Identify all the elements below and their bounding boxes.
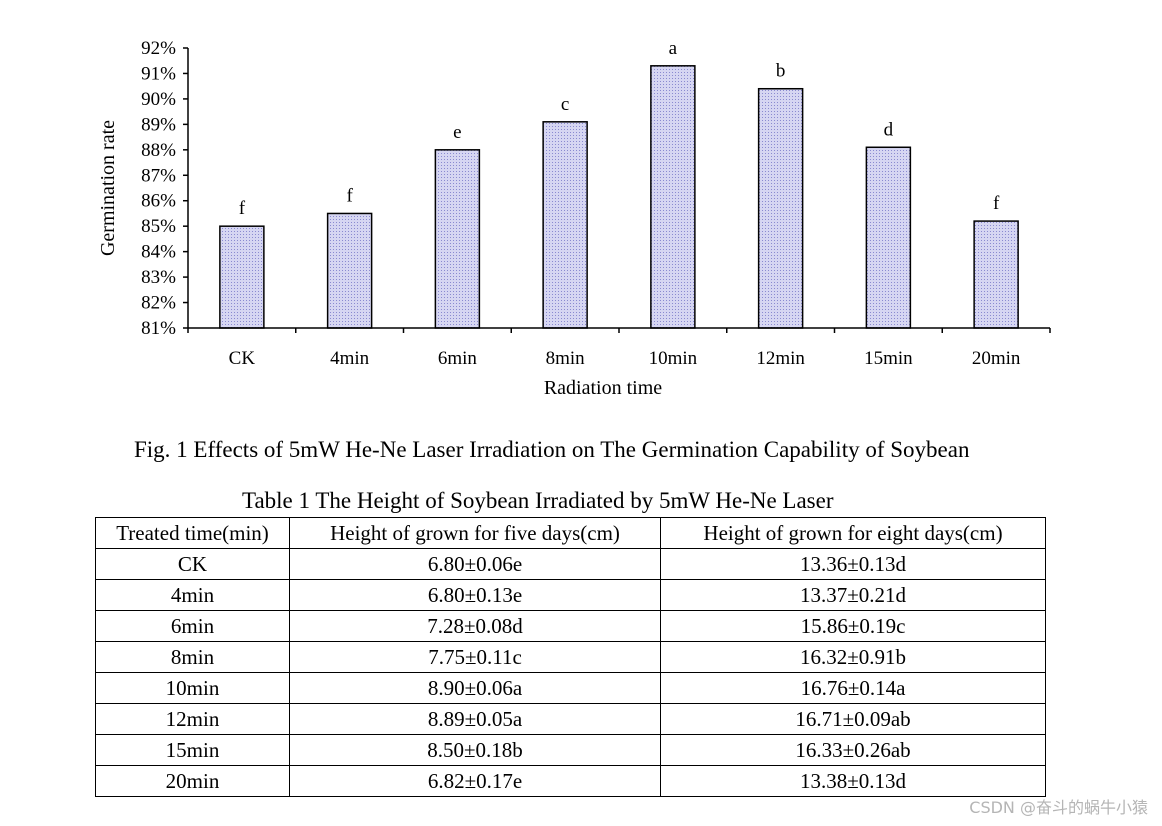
bar-8min [542, 121, 588, 329]
y-tick-label: 90% [141, 89, 176, 110]
x-tick-label: 4min [330, 348, 370, 369]
table-row: CK 6.80±0.06e 13.36±0.13d [95, 548, 1046, 580]
table-row: 10min 8.90±0.06a 16.76±0.14a [95, 672, 1046, 704]
y-tick-label: 88% [141, 140, 176, 161]
cell-treatment: 12min [95, 703, 290, 735]
y-tick-label: 85% [141, 216, 176, 237]
significance-letter: d [884, 119, 894, 140]
header-treated-time: Treated time(min) [95, 517, 290, 549]
cell-five-days: 7.75±0.11c [289, 641, 661, 673]
x-axis-label: Radiation time [544, 377, 662, 399]
bar-15min [865, 146, 912, 329]
cell-eight-days: 16.76±0.14a [660, 672, 1046, 704]
height-table: Treated time(min) Height of grown for fi… [95, 517, 1046, 797]
cell-five-days: 7.28±0.08d [289, 610, 661, 642]
x-tick-label: 8min [546, 348, 586, 369]
cell-treatment: 10min [95, 672, 290, 704]
cell-five-days: 6.82±0.17e [289, 765, 661, 797]
y-tick-label: 82% [141, 293, 176, 314]
bar-20min [973, 220, 1019, 329]
bar-10min [650, 65, 696, 329]
header-five-days: Height of grown for five days(cm) [289, 517, 661, 549]
cell-five-days: 6.80±0.13e [289, 579, 661, 611]
cell-eight-days: 15.86±0.19c [660, 610, 1046, 642]
table-row: 20min 6.82±0.17e 13.38±0.13d [95, 765, 1046, 797]
cell-eight-days: 13.38±0.13d [660, 765, 1046, 797]
y-tick-label: 81% [141, 318, 176, 339]
x-tick-label: 20min [972, 348, 1021, 369]
x-tick-label: 6min [438, 348, 478, 369]
y-axis-label: Germination rate [97, 120, 119, 256]
table-row: 15min 8.50±0.18b 16.33±0.26ab [95, 734, 1046, 766]
bar-4min [326, 212, 373, 329]
table-row: 4min 6.80±0.13e 13.37±0.21d [95, 579, 1046, 611]
y-tick-label: 83% [141, 267, 176, 288]
cell-five-days: 8.89±0.05a [289, 703, 661, 735]
significance-letter: f [993, 193, 1000, 214]
cell-treatment: CK [95, 548, 290, 580]
cell-treatment: 6min [95, 610, 290, 642]
significance-letter: c [561, 94, 569, 115]
table-header-row: Treated time(min) Height of grown for fi… [95, 517, 1046, 549]
bar-6min [434, 149, 481, 329]
x-tick-label: 12min [756, 348, 805, 369]
bar-CK [219, 225, 265, 329]
y-tick-label: 87% [141, 165, 176, 186]
cell-eight-days: 16.32±0.91b [660, 641, 1046, 673]
cell-eight-days: 16.33±0.26ab [660, 734, 1046, 766]
cell-five-days: 8.50±0.18b [289, 734, 661, 766]
significance-letter: e [453, 122, 461, 143]
significance-letter: f [239, 198, 246, 219]
x-tick-labels: CK 4min 6min 8min 10min 12min 15min 20min [229, 348, 1021, 369]
cell-eight-days: 16.71±0.09ab [660, 703, 1046, 735]
y-tick-label: 84% [141, 242, 176, 263]
cell-treatment: 20min [95, 765, 290, 797]
table-title: Table 1 The Height of Soybean Irradiated… [242, 488, 834, 513]
table-row: 12min 8.89±0.05a 16.71±0.09ab [95, 703, 1046, 735]
watermark: CSDN @奋斗的蜗牛小猿 [969, 798, 1148, 817]
bars [219, 65, 1019, 329]
cell-treatment: 4min [95, 579, 290, 611]
cell-five-days: 8.90±0.06a [289, 672, 661, 704]
significance-letter: f [346, 185, 353, 206]
cell-eight-days: 13.37±0.21d [660, 579, 1046, 611]
cell-treatment: 15min [95, 734, 290, 766]
y-tick-labels: 81% 82% 83% 84% 85% 86% 87% 88% 89% 90% 91% 92% [141, 38, 176, 339]
y-tick-label: 91% [141, 63, 176, 84]
table-row: 8min 7.75±0.11c 16.32±0.91b [95, 641, 1046, 673]
x-tick-label: 10min [649, 348, 698, 369]
cell-five-days: 6.80±0.06e [289, 548, 661, 580]
germination-bar-chart: 81% 82% 83% 84% 85% 86% 87% 88% 89% 90% 91% 92% CK 4… [97, 38, 1051, 399]
axes [183, 47, 1051, 333]
y-tick-label: 86% [141, 191, 176, 212]
y-tick-label: 89% [141, 114, 176, 135]
bar-12min [757, 87, 804, 329]
cell-eight-days: 13.36±0.13d [660, 548, 1046, 580]
significance-letter: a [669, 38, 678, 59]
cell-treatment: 8min [95, 641, 290, 673]
significance-letters: f f e c a b d f [239, 38, 1000, 219]
x-tick-label: 15min [864, 348, 913, 369]
significance-letter: b [776, 61, 786, 82]
y-tick-label: 92% [141, 38, 176, 59]
table-row: 6min 7.28±0.08d 15.86±0.19c [95, 610, 1046, 642]
header-eight-days: Height of grown for eight days(cm) [660, 517, 1046, 549]
figure-caption: Fig. 1 Effects of 5mW He-Ne Laser Irradi… [134, 437, 970, 462]
x-tick-label: CK [229, 348, 256, 369]
